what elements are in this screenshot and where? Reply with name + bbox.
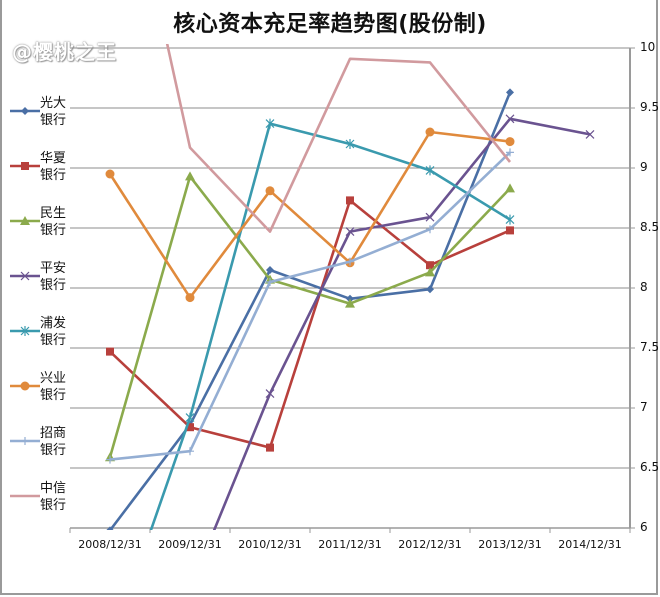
legend-swatch-icon [10, 437, 40, 445]
series-7 [106, 148, 514, 464]
legend-swatch-icon [10, 494, 40, 498]
legend-item: 中信 银行 [8, 480, 74, 520]
gridlines [70, 47, 630, 469]
y-tick-label: 9 [640, 160, 648, 174]
legend-swatch-icon [10, 107, 40, 115]
legend-label: 中信 银行 [40, 481, 67, 513]
legend-item: 光大 银行 [8, 95, 74, 135]
legend-label: 华夏 银行 [40, 151, 67, 183]
y-tick-label: 8 [640, 280, 648, 294]
y-tick-label: 8.5 [640, 220, 660, 234]
legend-swatch-icon [10, 271, 40, 281]
legend-item: 平安 银行 [8, 260, 74, 300]
legend-label: 平安 银行 [40, 261, 67, 293]
series-1 [106, 88, 514, 530]
x-tick-label: 2013/12/31 [478, 538, 542, 551]
x-tick-label: 2010/12/31 [238, 538, 302, 551]
legend-item: 兴业 银行 [8, 370, 74, 410]
legend-label: 民生 银行 [40, 206, 67, 238]
legend-swatch-icon [10, 326, 40, 336]
watermark: @樱桃之王 [12, 40, 117, 64]
y-tick-label: 7 [640, 400, 648, 414]
y-tick-label: 6 [640, 520, 648, 534]
legend-label: 光大 银行 [40, 96, 67, 128]
y-tick-label: 7.5 [640, 340, 660, 354]
x-tick-label: 2011/12/31 [318, 538, 382, 551]
legend-item: 华夏 银行 [8, 150, 74, 190]
legend-swatch-icon [10, 381, 40, 391]
legend-swatch-icon [10, 162, 40, 170]
axes [69, 47, 635, 533]
series-8 [165, 44, 512, 233]
series-lines [105, 44, 595, 530]
series-3 [105, 171, 515, 462]
legend-label: 浦发 银行 [40, 316, 67, 348]
legend-label: 兴业 银行 [40, 371, 67, 403]
legend-item: 浦发 银行 [8, 315, 74, 355]
series-4 [212, 114, 595, 530]
legend-swatch-icon [10, 216, 40, 225]
x-tick-label: 2014/12/31 [558, 538, 622, 551]
chart-title: 核心资本充足率趋势图(股份制) [173, 12, 487, 37]
y-tick-label: 9.5 [640, 100, 660, 114]
series-5 [149, 118, 515, 530]
legend-item: 招商 银行 [8, 425, 74, 465]
y-tick-label: 10 [640, 40, 656, 54]
x-tick-label: 2012/12/31 [398, 538, 462, 551]
x-tick-label: 2008/12/31 [78, 538, 142, 551]
legend-item: 民生 银行 [8, 205, 74, 245]
legend-label: 招商 银行 [40, 426, 67, 458]
y-tick-label: 6.5 [640, 460, 660, 474]
series-6 [105, 127, 515, 303]
x-tick-label: 2009/12/31 [158, 538, 222, 551]
